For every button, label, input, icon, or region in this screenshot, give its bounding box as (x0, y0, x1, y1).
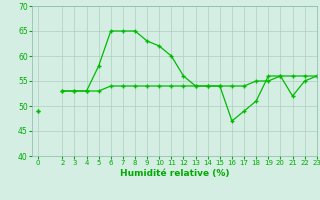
X-axis label: Humidité relative (%): Humidité relative (%) (120, 169, 229, 178)
